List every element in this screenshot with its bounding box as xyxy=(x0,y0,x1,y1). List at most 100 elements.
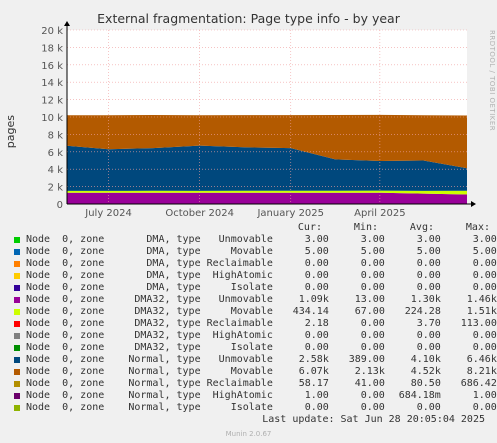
legend-cur: 5.00 xyxy=(304,246,329,257)
legend-avg: 684.18m xyxy=(398,390,441,401)
legend-cur: 3.00 xyxy=(304,234,329,245)
legend-avg: 224.28 xyxy=(404,306,441,317)
y-axis-arrow xyxy=(64,21,70,26)
y-tick-labels: 0 2 k 4 k 6 k 8 k 10 k 12 k 14 k 16 k 18 k 20 k xyxy=(41,26,63,211)
legend-min: 41.00 xyxy=(354,378,385,389)
legend-row: Node 0, zone Normal, type Reclaimable 58.… xyxy=(14,378,497,390)
legend-avg: 0.00 xyxy=(416,402,441,413)
legend-max: 0.00 xyxy=(472,330,497,341)
legend-avg: 80.50 xyxy=(410,378,441,389)
legend-cur: 0.00 xyxy=(304,342,329,353)
legend-max: 113.00 xyxy=(460,318,497,329)
legend-max: 0.00 xyxy=(472,402,497,413)
legend-avg: 0.00 xyxy=(416,282,441,293)
header-min: Min: xyxy=(353,222,378,233)
legend-min: 67.00 xyxy=(354,306,385,317)
y-tick-label: 6 k xyxy=(48,148,64,159)
legend-avg: 4.52k xyxy=(410,366,441,377)
legend-max: 0.00 xyxy=(472,270,497,281)
legend-min: 0.00 xyxy=(360,258,385,269)
legend-label: Node 0, zone Normal, type HighAtomic xyxy=(26,390,273,401)
legend-swatch xyxy=(14,309,20,315)
legend-cur: 0.00 xyxy=(304,330,329,341)
legend-cur: 0.00 xyxy=(304,270,329,281)
legend-max: 8.21k xyxy=(466,366,497,377)
legend-header: Cur: Min: Avg: Max: xyxy=(14,222,490,234)
legend-swatch xyxy=(14,393,20,399)
legend-avg: 0.00 xyxy=(416,342,441,353)
legend-min: 0.00 xyxy=(360,402,385,413)
legend-label: Node 0, zone Normal, type Unmovable xyxy=(26,354,273,365)
x-axis-arrow xyxy=(471,201,476,207)
legend-avg: 0.00 xyxy=(416,270,441,281)
legend-avg: 0.00 xyxy=(416,330,441,341)
legend-swatch xyxy=(14,369,20,375)
series-area xyxy=(67,114,467,169)
legend-swatch xyxy=(14,285,20,291)
legend-max: 0.00 xyxy=(472,258,497,269)
legend-label: Node 0, zone DMA, type Reclaimable xyxy=(26,258,273,269)
legend-max: 686.42 xyxy=(460,378,497,389)
legend-swatch xyxy=(14,321,20,327)
legend-min: 0.00 xyxy=(360,390,385,401)
legend-label: Node 0, zone Normal, type Isolate xyxy=(26,402,273,413)
legend-row: Node 0, zone DMA, type Unmovable 3.00 3.00… xyxy=(14,234,497,246)
legend-table: Cur: Min: Avg: Max: Node 0, zone DMA, ty… xyxy=(14,222,497,414)
legend-label: Node 0, zone DMA32, type HighAtomic xyxy=(26,330,273,341)
legend-row: Node 0, zone DMA32, type Movable 434.14 67… xyxy=(14,306,497,318)
y-tick-label: 2 k xyxy=(48,183,64,194)
legend-max: 6.46k xyxy=(466,354,497,365)
x-tick-labels: July 2024 October 2024 January 2025 April 2… xyxy=(84,208,405,219)
legend-label: Node 0, zone DMA32, type Isolate xyxy=(26,342,273,353)
legend-cur: 0.00 xyxy=(304,282,329,293)
legend-label: Node 0, zone DMA32, type Movable xyxy=(26,306,273,317)
header-avg: Avg: xyxy=(409,222,434,233)
legend-swatch xyxy=(14,381,20,387)
legend-row: Node 0, zone DMA32, type Unmovable 1.09k 1… xyxy=(14,294,497,306)
header-cur: Cur: xyxy=(297,222,322,233)
series-areas xyxy=(67,114,467,204)
legend-swatch xyxy=(14,297,20,303)
legend-swatch xyxy=(14,249,20,255)
x-tick-label: January 2025 xyxy=(256,208,324,219)
grid-lines xyxy=(67,29,467,204)
legend-avg: 1.30k xyxy=(410,294,441,305)
legend-min: 5.00 xyxy=(360,246,385,257)
y-tick-label: 4 k xyxy=(48,165,64,176)
legend-row: Node 0, zone DMA, type Isolate 0.00 0.00 0.… xyxy=(14,282,497,294)
x-tick-label: April 2025 xyxy=(354,208,405,219)
legend-min: 13.00 xyxy=(354,294,385,305)
legend-cur: 6.07k xyxy=(298,366,329,377)
legend-label: Node 0, zone Normal, type Reclaimable xyxy=(26,378,273,389)
munin-version: Munin 2.0.67 xyxy=(225,430,272,438)
series-area xyxy=(67,145,467,191)
legend-swatch xyxy=(14,261,20,267)
legend-label: Node 0, zone Normal, type Movable xyxy=(26,366,273,377)
legend-label: Node 0, zone DMA, type Movable xyxy=(26,246,273,257)
rrdtool-credit: RRDTOOL / TOBI OETIKER xyxy=(488,30,496,132)
y-tick-label: 8 k xyxy=(48,130,64,141)
y-tick-label: 0 xyxy=(57,200,63,211)
y-tick-label: 10 k xyxy=(41,113,63,124)
legend-label: Node 0, zone DMA32, type Reclaimable xyxy=(26,318,273,329)
legend-row: Node 0, zone DMA, type HighAtomic 0.00 0.0… xyxy=(14,270,497,282)
legend-row: Node 0, zone DMA32, type HighAtomic 0.00 0… xyxy=(14,330,497,342)
legend-swatch xyxy=(14,357,20,363)
legend-max: 1.00 xyxy=(472,390,497,401)
legend-row: Node 0, zone DMA32, type Isolate 0.00 0.00… xyxy=(14,342,497,354)
legend-avg: 5.00 xyxy=(416,246,441,257)
legend-min: 2.13k xyxy=(354,366,385,377)
legend-swatch xyxy=(14,273,20,279)
legend-cur: 0.00 xyxy=(304,258,329,269)
legend-cur: 2.18 xyxy=(304,318,329,329)
legend-max: 0.00 xyxy=(472,282,497,293)
y-tick-label: 18 k xyxy=(41,43,63,54)
legend-label: Node 0, zone DMA, type HighAtomic xyxy=(26,270,273,281)
legend-cur: 434.14 xyxy=(292,306,329,317)
legend-swatch xyxy=(14,237,20,243)
legend-max: 1.51k xyxy=(466,306,497,317)
legend-label: Node 0, zone DMA, type Unmovable xyxy=(26,234,273,245)
legend-cur: 2.58k xyxy=(298,354,329,365)
legend-row: Node 0, zone DMA32, type Reclaimable 2.18… xyxy=(14,318,497,330)
legend-min: 0.00 xyxy=(360,342,385,353)
